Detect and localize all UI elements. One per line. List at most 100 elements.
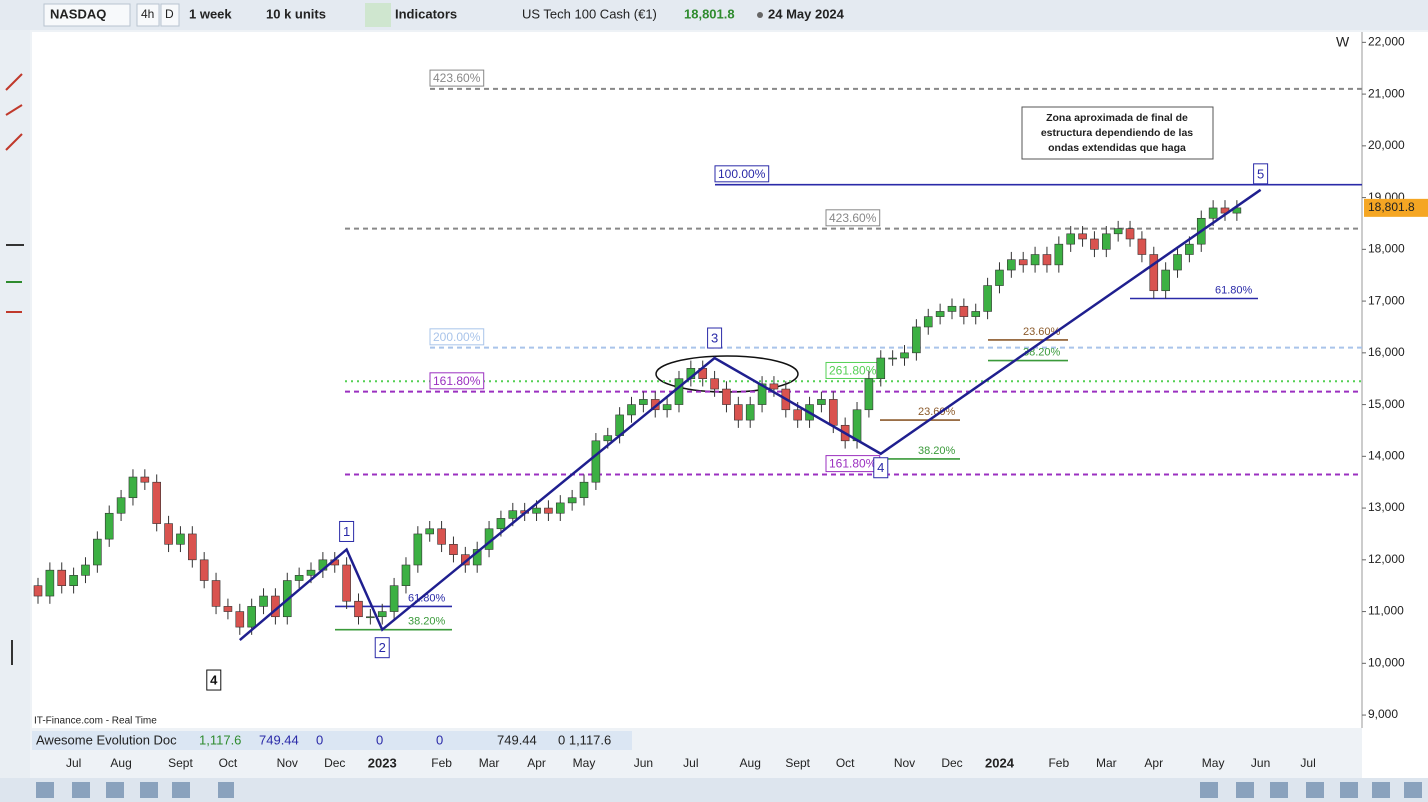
candle-body bbox=[104, 512, 114, 540]
candle-body bbox=[116, 497, 126, 514]
x-tick-label: Aug bbox=[110, 756, 131, 770]
wave-label-box bbox=[339, 520, 355, 542]
drawing-toolbar bbox=[0, 30, 30, 778]
status-bar bbox=[0, 778, 1428, 802]
wave-label: 5 bbox=[1257, 166, 1264, 181]
candle-body bbox=[413, 533, 423, 566]
x-tick-label: Oct bbox=[836, 756, 855, 770]
candle-body bbox=[247, 606, 256, 628]
candle-body bbox=[959, 305, 969, 317]
candle-body bbox=[354, 600, 363, 618]
fib-label-box bbox=[429, 328, 485, 346]
candle-body bbox=[983, 285, 992, 312]
indicator-bar bbox=[32, 731, 632, 750]
candle-body bbox=[947, 305, 957, 312]
x-tick-label: Oct bbox=[219, 756, 238, 770]
fib-label-box bbox=[429, 69, 485, 87]
x-tick-label: Dec bbox=[941, 756, 962, 770]
fib-label: 38.20% bbox=[918, 445, 956, 457]
candle-body bbox=[1125, 228, 1135, 240]
fib-label-box bbox=[714, 165, 770, 183]
status-icons[interactable] bbox=[36, 782, 1422, 798]
candle-body bbox=[1208, 207, 1218, 219]
x-tick-label: Jul bbox=[1300, 756, 1315, 770]
fib-label: 38.20% bbox=[408, 616, 446, 628]
candle-body bbox=[888, 357, 897, 360]
fib-label-box bbox=[429, 372, 485, 390]
date: 24 May 2024 bbox=[768, 6, 845, 21]
wave-label: 4 bbox=[877, 460, 884, 475]
x-tick-label: Feb bbox=[431, 756, 452, 770]
candle-body bbox=[152, 481, 161, 524]
units-select[interactable]: 10 k units bbox=[266, 6, 326, 21]
indicators-icon[interactable] bbox=[365, 3, 391, 27]
candle-body bbox=[544, 507, 553, 514]
candle-body bbox=[69, 575, 78, 586]
y-tick-label: 10,000 bbox=[1368, 655, 1405, 669]
candle-body bbox=[639, 399, 648, 405]
instrument: US Tech 100 Cash (€1) bbox=[522, 6, 657, 21]
wave-label: 1 bbox=[343, 524, 350, 539]
last-price-tag bbox=[1364, 198, 1428, 217]
drawing-tools[interactable] bbox=[5, 73, 24, 665]
candle-body bbox=[449, 543, 458, 555]
source: IT-Finance.com - Real Time bbox=[34, 716, 157, 727]
candle-body bbox=[1173, 254, 1182, 271]
candle-body bbox=[674, 378, 684, 405]
wave-label: 4 bbox=[210, 672, 218, 687]
y-tick-label: 17,000 bbox=[1368, 293, 1405, 307]
x-tick-label: Jun bbox=[1251, 756, 1270, 770]
timeframe-button[interactable] bbox=[160, 3, 180, 27]
candle-body bbox=[508, 510, 518, 519]
candle-body bbox=[710, 378, 719, 390]
wave-label-box bbox=[206, 669, 222, 691]
indicator-value: 749.44 bbox=[259, 732, 299, 747]
indicators-button[interactable]: Indicators bbox=[395, 6, 457, 21]
candle-body bbox=[579, 481, 589, 499]
symbol-button[interactable] bbox=[43, 3, 131, 27]
x-tick-label: Aug bbox=[740, 756, 761, 770]
x-tick-label: Dec bbox=[324, 756, 345, 770]
fib-label: 423.60% bbox=[829, 211, 877, 225]
timeframe[interactable]: 4h bbox=[141, 7, 154, 21]
candle-body bbox=[923, 316, 933, 328]
candle-body bbox=[971, 311, 981, 317]
candle-body bbox=[1113, 228, 1123, 235]
candle-body bbox=[1066, 233, 1075, 245]
indicator-value: 0 bbox=[436, 732, 443, 747]
x-tick-label: Sept bbox=[785, 756, 810, 770]
candle-body bbox=[876, 357, 886, 380]
x-tick-label: May bbox=[1202, 756, 1225, 770]
candle-body bbox=[1102, 233, 1111, 250]
x-tick-label: Sept bbox=[168, 756, 193, 770]
candle-body bbox=[1137, 238, 1147, 255]
candle-body bbox=[912, 326, 921, 354]
candle-body bbox=[306, 569, 316, 576]
candle-body bbox=[591, 440, 601, 483]
timeframe-button[interactable] bbox=[136, 3, 160, 27]
timeframe[interactable]: D bbox=[165, 7, 174, 21]
candle-body bbox=[188, 533, 197, 561]
fib-label: 100.00% bbox=[718, 167, 766, 181]
wave-label: 3 bbox=[711, 330, 718, 345]
indicator-value: 749.44 bbox=[497, 732, 537, 747]
candle-body bbox=[734, 404, 743, 421]
period-select[interactable]: 1 week bbox=[189, 6, 232, 21]
candle-body bbox=[532, 507, 541, 514]
fib-label: 161.80% bbox=[829, 457, 877, 471]
indicator-value: 0 1,117.6 bbox=[558, 732, 611, 747]
symbol[interactable]: NASDAQ bbox=[50, 6, 106, 21]
candle-body bbox=[828, 399, 838, 426]
y-tick-label: 16,000 bbox=[1368, 345, 1405, 359]
candle-body bbox=[259, 595, 268, 607]
candle-body bbox=[366, 616, 375, 619]
x-tick-label: Apr bbox=[527, 756, 546, 770]
candle-body bbox=[81, 564, 90, 576]
candle-body bbox=[33, 585, 43, 597]
x-tick-label: Apr bbox=[1144, 756, 1163, 770]
candle-body bbox=[852, 409, 862, 442]
wave-label-box bbox=[374, 637, 390, 659]
candle-body bbox=[176, 533, 185, 545]
